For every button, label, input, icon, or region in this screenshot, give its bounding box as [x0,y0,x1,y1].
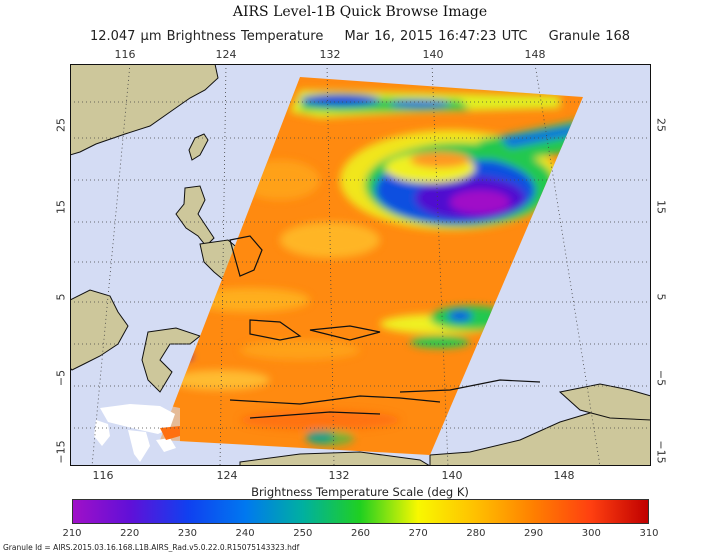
lon-bottom-2: 132 [328,469,350,482]
lat-left-0: 25 [54,118,68,132]
colorbar [72,499,649,524]
world-inset-map [88,402,180,466]
lat-left-2: 5 [54,293,68,301]
lon-bottom-1: 124 [216,469,238,482]
lon-bottom-0: 116 [92,469,114,482]
lat-left-1: 15 [54,200,68,214]
lon-top-4: 148 [524,48,546,61]
lon-top-0: 116 [114,48,136,61]
colorbar-tick-260: 260 [350,528,371,539]
granule-id: Granule Id = AIRS.2015.03.16.168.L1B.AIR… [3,543,300,552]
lon-bottom-3: 140 [441,469,463,482]
lon-top-3: 140 [422,48,444,61]
colorbar-title: Brightness Temperature Scale (deg K) [251,485,469,499]
colorbar-tick-220: 220 [120,528,140,539]
colorbar-tick-280: 280 [466,528,486,539]
colorbar-tick-300: 300 [581,528,601,539]
lat-right-1: 15 [654,200,668,214]
lon-bottom-4: 148 [553,469,575,482]
colorbar-tick-210: 210 [62,528,82,539]
colorbar-tick-240: 240 [235,528,255,539]
lon-top-1: 124 [215,48,237,61]
lat-left-4: −15 [54,440,68,464]
graticule [70,64,651,466]
colorbar-tick-250: 250 [293,528,313,539]
colorbar-tick-270: 270 [408,528,428,539]
map-panel [70,64,651,466]
colorbar-tick-230: 230 [177,528,197,539]
lat-right-3: −5 [654,369,668,387]
granule-label: Granule 168 [548,29,631,44]
lat-right-4: −15 [654,440,668,464]
lat-right-0: 25 [654,118,668,132]
colorbar-tick-310: 310 [639,528,659,539]
coastlines [229,235,541,419]
colorbar-tick-290: 290 [524,528,544,539]
channel-label: 12.047 μm Brightness Temperature [89,29,324,44]
land-masses [70,64,651,466]
datetime-label: Mar 16, 2015 16:47:23 UTC [344,29,528,44]
image-title: AIRS Level-1B Quick Browse Image [232,4,488,20]
lat-right-2: 5 [654,293,668,301]
lat-left-3: −5 [54,369,68,387]
lon-top-2: 132 [319,48,341,61]
image-subtitle: 12.047 μm Brightness Temperature Mar 16,… [0,29,720,44]
